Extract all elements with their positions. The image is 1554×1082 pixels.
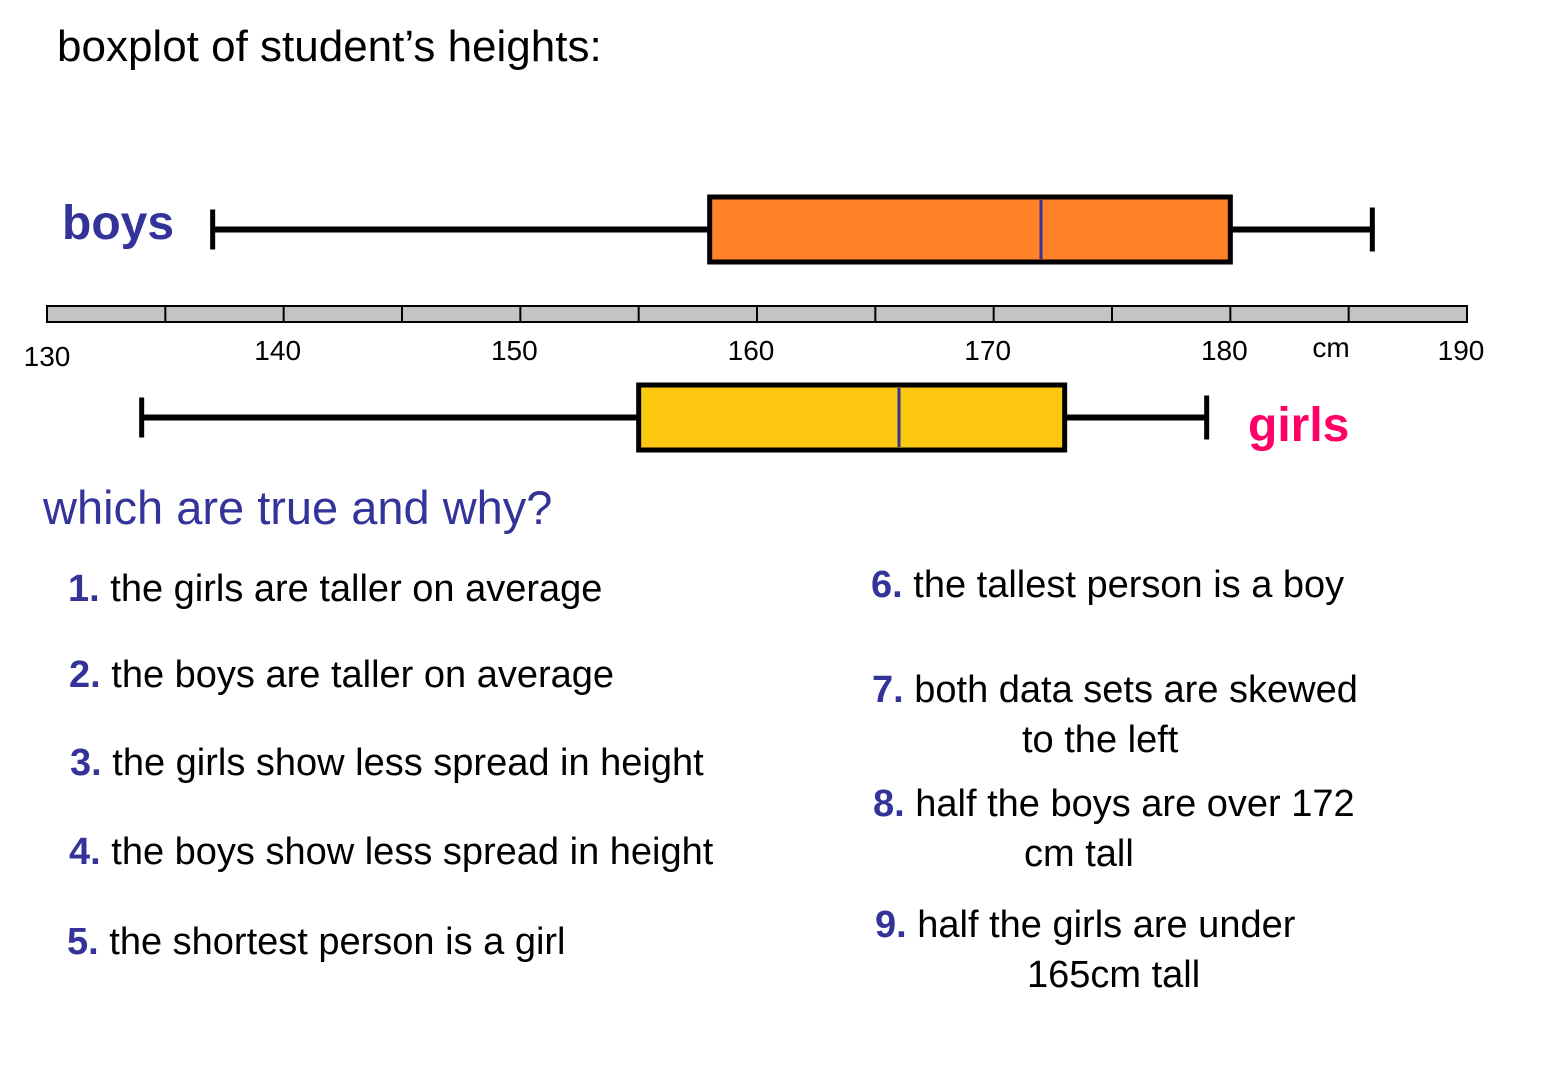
statement-4: 4. the boys show less spread in height (69, 827, 713, 877)
tick-label: 180 (1201, 335, 1248, 366)
statement-number: 7. (872, 669, 904, 711)
statement-text: the boys are taller on average (111, 654, 615, 696)
statement-text: half the boys are over 172 (915, 783, 1355, 825)
statement-7: 7. both data sets are skewed to the left (872, 665, 1358, 765)
statement-3: 3. the girls show less spread in height (70, 738, 704, 788)
statement-8: 8. half the boys are over 172 cm tall (873, 779, 1355, 879)
unit-label: cm (1312, 332, 1349, 363)
tick-label: 170 (964, 335, 1011, 366)
tick-label: 160 (728, 335, 775, 366)
series-label-girls: girls (1248, 399, 1350, 452)
girls-box (636, 382, 1068, 453)
statement-text: the girls are taller on average (110, 568, 603, 610)
statement-continuation: cm tall (1024, 833, 1134, 875)
statement-text: the girls show less spread in height (112, 742, 704, 784)
slide-title: boxplot of student’s heights: (57, 22, 602, 71)
boxplot-chart: 130 140 150 160 170 180 190 cm (24, 194, 1485, 453)
tick-label: 150 (491, 335, 538, 366)
statement-text: half the girls are under (917, 904, 1296, 946)
statement-text: both data sets are skewed (914, 669, 1358, 711)
statement-9: 9. half the girls are under 165cm tall (875, 900, 1295, 1000)
statement-text: the boys show less spread in height (111, 831, 714, 873)
question-heading: which are true and why? (43, 481, 553, 534)
boys-box (707, 194, 1233, 265)
tick-label: 130 (24, 341, 71, 372)
statement-number: 4. (69, 831, 101, 873)
statement-number: 3. (70, 742, 102, 784)
statement-2: 2. the boys are taller on average (69, 650, 614, 700)
statement-text: the tallest person is a boy (913, 564, 1345, 606)
statement-number: 1. (68, 568, 100, 610)
statement-1: 1. the girls are taller on average (68, 564, 602, 614)
statement-5: 5. the shortest person is a girl (67, 917, 566, 967)
statement-number: 6. (871, 564, 903, 606)
statement-6: 6. the tallest person is a boy (871, 560, 1344, 610)
statement-number: 8. (873, 783, 905, 825)
series-label-boys: boys (62, 197, 175, 250)
statement-text: the shortest person is a girl (109, 921, 566, 963)
statement-number: 2. (69, 654, 101, 696)
statement-continuation: to the left (1022, 719, 1179, 761)
statement-continuation: 165cm tall (1027, 954, 1201, 996)
statement-number: 5. (67, 921, 99, 963)
statement-number: 9. (875, 904, 907, 946)
tick-label: 190 (1438, 335, 1485, 366)
tick-label: 140 (254, 335, 301, 366)
